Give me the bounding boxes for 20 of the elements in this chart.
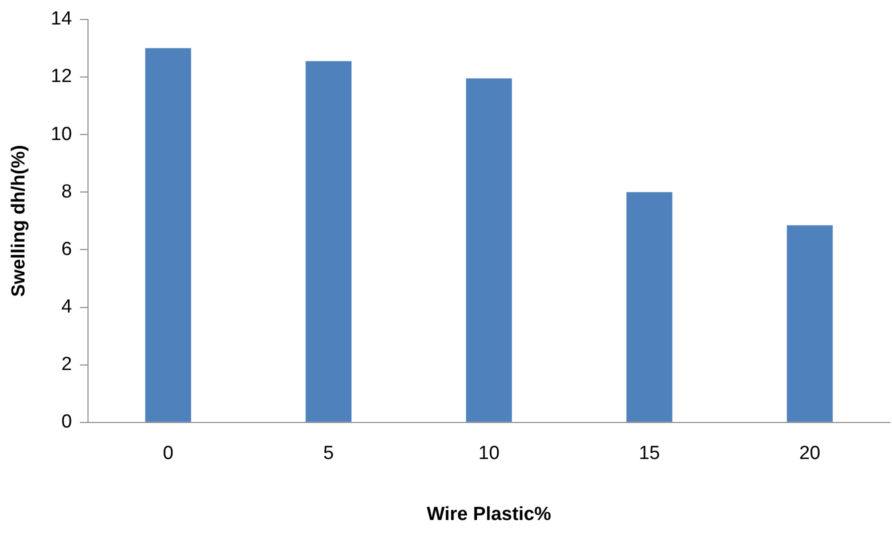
x-axis-title: Wire Plastic% bbox=[426, 504, 552, 525]
y-axis-title: Swelling dh/h(%) bbox=[8, 144, 30, 297]
y-tick-label: 8 bbox=[61, 181, 72, 202]
x-tick-label: 15 bbox=[638, 443, 660, 464]
y-tick-label: 0 bbox=[61, 412, 72, 433]
y-tick-label: 12 bbox=[50, 66, 72, 88]
bar bbox=[626, 192, 672, 422]
x-tick-label: 10 bbox=[478, 443, 500, 464]
y-tick-label: 10 bbox=[50, 124, 72, 145]
x-tick-label: 5 bbox=[323, 443, 334, 464]
x-tick-label: 20 bbox=[799, 443, 820, 464]
x-tick-label: 0 bbox=[162, 443, 174, 464]
bar bbox=[145, 48, 192, 422]
bar bbox=[306, 61, 352, 422]
y-tick-label: 14 bbox=[50, 8, 72, 30]
y-tick-label: 2 bbox=[61, 354, 72, 376]
y-tick-label: 6 bbox=[61, 238, 72, 260]
bar bbox=[786, 225, 833, 422]
bar bbox=[466, 78, 512, 422]
y-tick-label: 4 bbox=[61, 296, 72, 318]
